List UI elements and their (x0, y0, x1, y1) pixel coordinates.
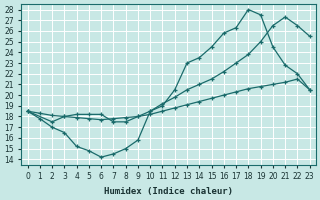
X-axis label: Humidex (Indice chaleur): Humidex (Indice chaleur) (104, 187, 233, 196)
